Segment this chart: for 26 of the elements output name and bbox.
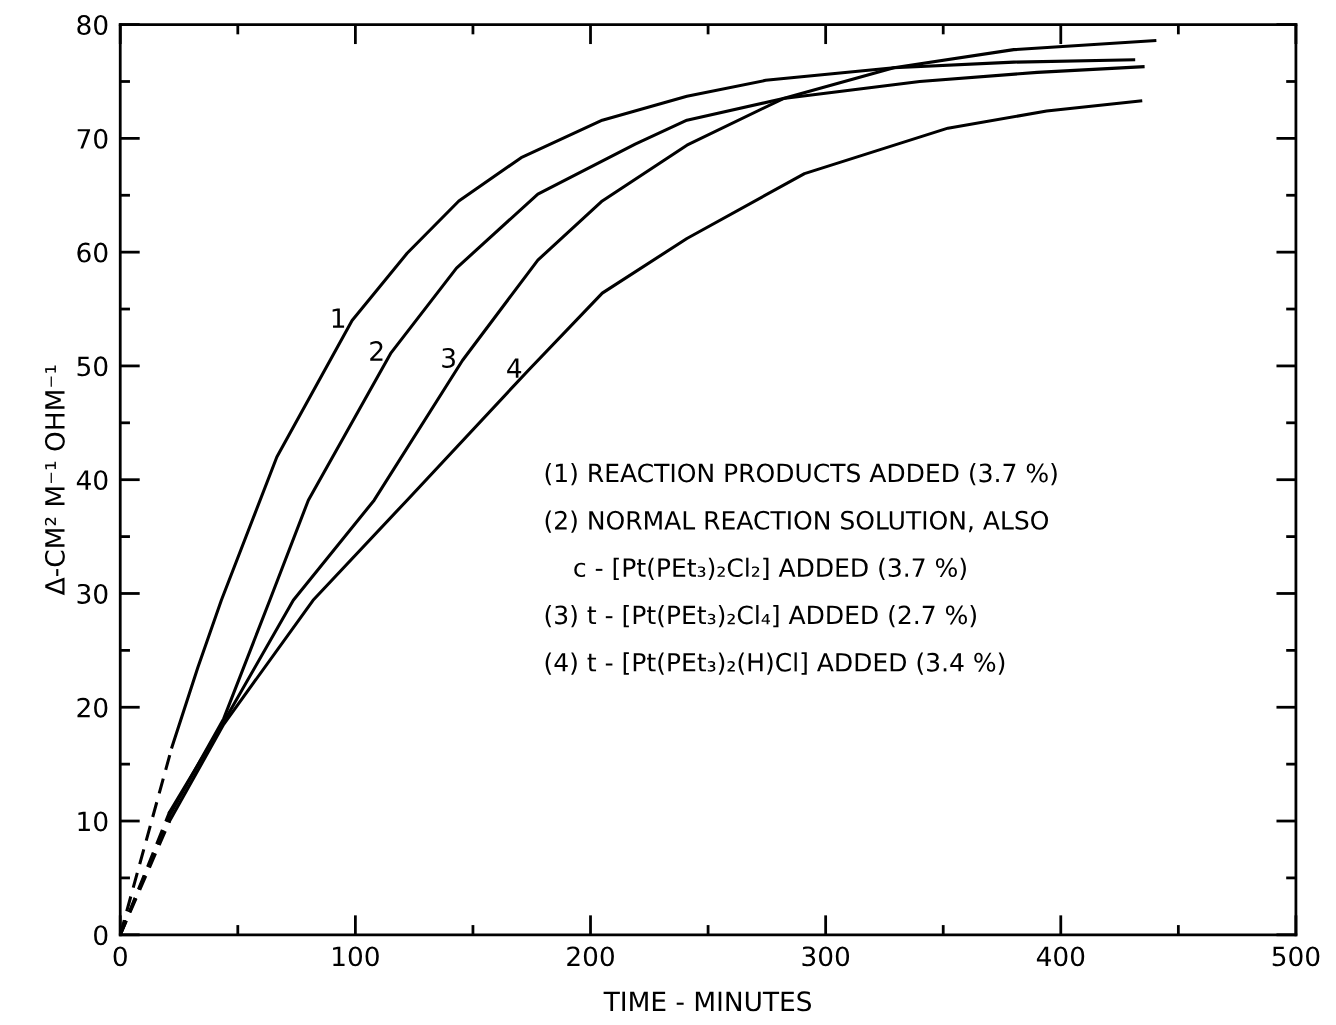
series-label: 4 [507, 358, 522, 378]
y-tick-label: 50 [77, 356, 108, 377]
y-tick-label: 40 [76, 470, 108, 491]
y-tick-label: 10 [78, 811, 108, 832]
y-tick-label: 70 [77, 128, 108, 149]
y-tick-label: 20 [77, 697, 108, 718]
series-label: 1 [332, 308, 345, 328]
y-tick-label: 0 [94, 925, 108, 946]
x-tick-label: 500 [1272, 946, 1320, 967]
x-tick-label: 100 [333, 946, 379, 967]
y-tick-label: 80 [77, 15, 108, 35]
x-axis-title: TIME - MINUTES [603, 991, 811, 1012]
y-tick-label: 30 [77, 583, 108, 604]
y-tick-label: 60 [77, 242, 108, 263]
annotation: (3) t - [Pt(PEt₃)₂Cl₄] ADDED (2.7 %) [545, 605, 976, 628]
annotation: c - [Pt(PEt₃)₂Cl₂] ADDED (3.7 %) [574, 557, 966, 581]
series-label: 2 [370, 341, 383, 361]
x-tick-label: 400 [1036, 946, 1085, 967]
x-tick-label: 0 [113, 946, 127, 967]
series-label: 3 [442, 347, 455, 368]
annotation: (4) t - [Pt(PEt₃)₂(H)Cl] ADDED (3.4 %) [545, 652, 1005, 675]
annotation: (2) NORMAL REACTION SOLUTION, ALSO [545, 510, 1049, 533]
y-axis-title: Δ-CM² M⁻¹ OHM⁻¹ [44, 365, 65, 596]
annotation: (1) REACTION PRODUCTS ADDED (3.7 %) [545, 463, 1057, 486]
x-tick-label: 200 [567, 946, 614, 967]
x-tick-label: 300 [802, 946, 850, 967]
